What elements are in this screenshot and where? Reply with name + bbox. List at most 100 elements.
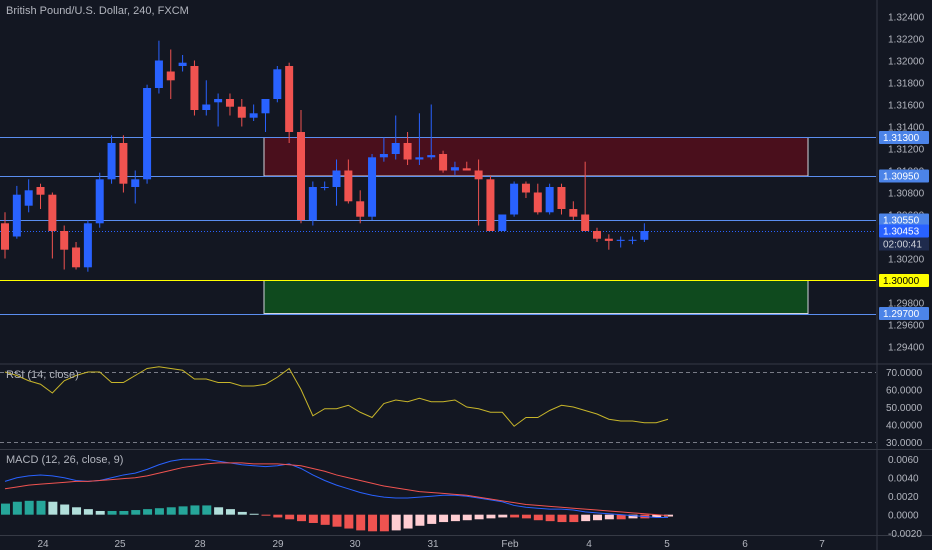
price-tick-label: 1.31400: [888, 123, 925, 134]
macd-histogram-bar: [60, 504, 70, 515]
rsi-tick-label: 60.0000: [886, 386, 923, 397]
price-label: 1.30550: [883, 216, 920, 227]
macd-histogram-bar: [593, 514, 602, 521]
macd-histogram-bar: [12, 501, 22, 515]
macd-histogram-bar: [533, 514, 543, 521]
macd-histogram-bar: [403, 514, 413, 529]
macd-histogram-bar: [36, 500, 46, 515]
macd-histogram-bar: [225, 509, 235, 515]
candle-body: [332, 170, 341, 187]
candle-body: [119, 143, 128, 184]
candle-body: [427, 155, 436, 158]
candle-body: [1, 223, 9, 250]
candle-body: [107, 143, 116, 180]
macd-histogram-bar: [249, 513, 259, 515]
macd-tick-label: 0.0060: [888, 455, 919, 466]
chart-title: British Pound/U.S. Dollar, 240, FXCM: [6, 5, 189, 17]
macd-histogram-bar: [320, 514, 330, 525]
candle-body: [143, 88, 152, 180]
macd-histogram-bar: [486, 514, 496, 519]
macd-label: MACD (12, 26, close, 9): [6, 454, 124, 466]
time-tick-label: Feb: [501, 539, 519, 550]
macd-histogram-bar: [95, 510, 105, 515]
price-label-box: [879, 224, 929, 238]
price-label-box: [879, 307, 929, 320]
price-tick-label: 1.32200: [888, 35, 925, 46]
macd-histogram-bar: [119, 510, 129, 515]
price-label: 1.30453: [883, 227, 920, 238]
macd-histogram-bar: [557, 514, 567, 523]
candle-body: [202, 104, 211, 110]
rsi-line: [4, 366, 669, 427]
macd-histogram-bar: [652, 514, 662, 518]
candle-body: [320, 187, 329, 188]
macd-histogram-bar: [332, 514, 342, 527]
signal-line: [4, 462, 669, 517]
demand-zone: [263, 280, 809, 314]
price-label-box: [879, 131, 929, 144]
macd-tick-label: 0.0040: [888, 474, 919, 485]
macd-histogram-bar: [521, 514, 531, 519]
candle-body: [569, 209, 578, 217]
candle-body: [131, 179, 140, 187]
price-label-box: [879, 169, 929, 183]
macd-histogram-bar: [166, 507, 176, 515]
candle-body: [83, 223, 92, 268]
candle-body: [521, 183, 530, 193]
macd-histogram-bar: [285, 514, 295, 520]
macd-histogram-bar: [439, 514, 449, 523]
macd-histogram-bar: [356, 514, 366, 531]
macd-histogram-bar: [545, 514, 555, 522]
candle-body: [95, 179, 104, 224]
macd-tick-label: -0.0020: [888, 529, 922, 540]
time-tick-label: 5: [664, 539, 670, 550]
price-label-box: [879, 274, 929, 287]
rsi-tick-label: 70.0000: [886, 368, 923, 379]
candle-body: [379, 154, 388, 158]
macd-histogram-bar: [391, 514, 401, 531]
candle-body: [616, 239, 625, 241]
macd-histogram-bar: [297, 514, 306, 522]
macd-histogram-bar: [214, 507, 224, 515]
time-tick-label: 7: [819, 539, 825, 550]
candle-body: [285, 66, 294, 132]
time-tick-label: 25: [114, 539, 126, 550]
macd-histogram-bar: [178, 506, 188, 515]
macd-histogram-bar: [664, 514, 674, 517]
price-label-box: [879, 213, 929, 227]
macd-histogram-bar: [462, 514, 472, 521]
candle-body: [72, 247, 81, 268]
macd-histogram-bar: [510, 514, 520, 518]
price-tick-label: 1.32000: [888, 57, 925, 68]
time-tick-label: 31: [427, 539, 439, 550]
candle-body: [533, 192, 542, 213]
price-tick-label: 1.30200: [888, 255, 925, 266]
candle-body: [368, 157, 377, 217]
macd-histogram-bar: [131, 510, 141, 515]
macd-tick-label: 0.0020: [888, 492, 919, 503]
time-tick-label: 29: [272, 539, 284, 550]
candle-body: [628, 239, 637, 241]
candle-body: [557, 187, 566, 209]
macd-histogram-bar: [368, 514, 378, 532]
candle-body: [356, 201, 365, 217]
candle-body: [439, 154, 448, 171]
candle-body: [225, 99, 234, 107]
rsi-label: RSI (14, close): [6, 369, 79, 381]
candle-body: [261, 99, 270, 114]
candle-body: [593, 231, 601, 239]
price-tick-label: 1.30800: [888, 189, 925, 200]
time-tick-label: 4: [586, 539, 592, 550]
macd-histogram-bar: [344, 514, 354, 529]
macd-histogram-bar: [450, 514, 460, 522]
price-tick-label: 1.29400: [888, 343, 925, 354]
price-tick-label: 1.31800: [888, 79, 925, 90]
macd-histogram-bar: [427, 514, 437, 524]
macd-histogram-bar: [237, 511, 247, 515]
candle-body: [415, 157, 424, 160]
macd-histogram-bar: [498, 514, 508, 518]
macd-histogram-bar: [581, 514, 591, 522]
macd-histogram-bar: [190, 505, 200, 515]
candle-body: [391, 143, 400, 154]
